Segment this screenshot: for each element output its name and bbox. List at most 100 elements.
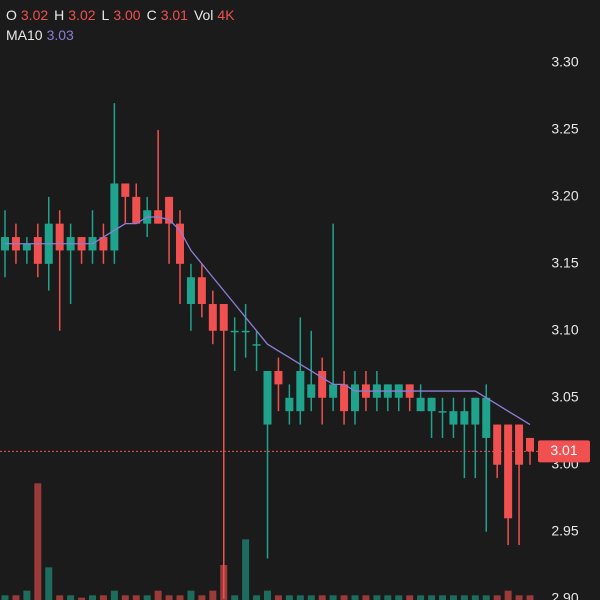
candle-body bbox=[165, 196, 174, 224]
volume-bar bbox=[165, 595, 173, 600]
volume-bar bbox=[23, 590, 31, 600]
volume-bar bbox=[187, 590, 195, 600]
y-tick-label: 3.20 bbox=[551, 188, 578, 204]
candle-body bbox=[515, 424, 524, 465]
header-value: 3.00 bbox=[113, 7, 140, 23]
candle-body bbox=[504, 424, 513, 519]
header-value: 4K bbox=[217, 7, 235, 23]
volume-bar bbox=[132, 595, 140, 600]
volume-bar bbox=[121, 595, 129, 600]
volume-bar bbox=[198, 595, 206, 600]
volume-bar bbox=[296, 595, 304, 600]
volume-bar bbox=[351, 595, 359, 600]
header-value: 3.02 bbox=[21, 7, 48, 23]
header-label: C bbox=[147, 7, 157, 23]
candle-body bbox=[449, 411, 458, 425]
candle-body bbox=[493, 424, 502, 465]
volume-bar bbox=[460, 595, 468, 600]
ohlc-header: O 3.02 H 3.02 L 3.00 C 3.01 Vol 4K bbox=[6, 7, 235, 23]
y-tick-label: 2.90 bbox=[551, 589, 578, 600]
volume-bar bbox=[34, 483, 42, 600]
header-label: Vol bbox=[194, 7, 213, 23]
header-label: O bbox=[6, 7, 17, 23]
volume-bar bbox=[12, 595, 20, 600]
candle-body bbox=[176, 223, 184, 264]
volume-bar bbox=[89, 595, 96, 600]
y-tick-label: 3.25 bbox=[551, 121, 578, 137]
volume-bar bbox=[253, 595, 261, 600]
y-tick-label: 2.95 bbox=[551, 522, 578, 538]
volume-bar bbox=[176, 595, 184, 600]
volume-bar bbox=[45, 567, 53, 600]
candle-body bbox=[263, 370, 272, 425]
volume-bar bbox=[406, 595, 414, 600]
candle-body bbox=[33, 237, 42, 264]
last-price-tag bbox=[538, 440, 590, 463]
ma-header: MA10 3.03 bbox=[6, 27, 74, 43]
volume-bar bbox=[67, 595, 75, 600]
candle-body bbox=[318, 370, 327, 398]
ma-value: 3.03 bbox=[47, 27, 74, 43]
y-tick-label: 3.05 bbox=[551, 388, 578, 404]
volume-bar bbox=[439, 595, 446, 600]
volume-bar bbox=[264, 590, 271, 600]
y-tick-label: 3.15 bbox=[551, 255, 578, 271]
volume-bar bbox=[209, 590, 217, 600]
volume-bar bbox=[78, 597, 86, 600]
volume-bar bbox=[99, 595, 107, 600]
candle-body bbox=[471, 397, 480, 425]
candle-body bbox=[427, 397, 436, 412]
candle-body bbox=[110, 183, 119, 251]
candle-body bbox=[329, 384, 338, 398]
volume-bar bbox=[449, 595, 457, 600]
volume-bar bbox=[231, 595, 239, 600]
volume-bar bbox=[515, 595, 523, 600]
y-tick-label: 3.10 bbox=[551, 322, 578, 338]
candle-body bbox=[460, 411, 469, 425]
ma-name: MA10 bbox=[6, 27, 43, 43]
candle-body bbox=[241, 330, 250, 333]
volume-bar bbox=[526, 595, 534, 600]
candle-body bbox=[340, 384, 349, 412]
candle-body bbox=[55, 223, 64, 251]
candle-body bbox=[351, 384, 359, 412]
candle-body bbox=[438, 411, 447, 413]
candle-body bbox=[526, 437, 534, 452]
volume-bar bbox=[1, 595, 9, 600]
volume-bar bbox=[143, 595, 151, 600]
volume-bar bbox=[154, 590, 162, 600]
volume-bar bbox=[373, 595, 381, 600]
volume-bar bbox=[318, 595, 326, 600]
volume-bar bbox=[384, 595, 392, 600]
volume-bar bbox=[471, 595, 479, 600]
candle-body bbox=[219, 304, 228, 331]
volume-bar bbox=[504, 590, 512, 600]
candle-body bbox=[416, 397, 425, 412]
volume-bar bbox=[482, 595, 490, 600]
candle-body bbox=[132, 196, 141, 224]
last-price-label: 3.01 bbox=[550, 442, 577, 458]
volume-bar bbox=[493, 595, 501, 600]
header-label: H bbox=[54, 7, 64, 23]
candle-body bbox=[99, 237, 108, 251]
volume-bar bbox=[417, 595, 425, 600]
volume-bar bbox=[307, 595, 315, 600]
ma-line bbox=[5, 216, 531, 426]
volume-bar bbox=[340, 595, 348, 600]
volume-bar bbox=[242, 539, 250, 600]
volume-bar bbox=[110, 590, 118, 600]
candle-body bbox=[208, 304, 217, 331]
volume-bar bbox=[274, 595, 282, 600]
candle-body bbox=[230, 330, 239, 333]
candle-body bbox=[186, 277, 195, 305]
candle-body bbox=[121, 183, 130, 197]
volume-bar bbox=[285, 595, 293, 600]
volume-bar bbox=[362, 595, 370, 600]
volume-bar bbox=[329, 595, 337, 600]
candle-body bbox=[274, 370, 283, 385]
candle-body bbox=[197, 277, 206, 305]
header-value: 3.02 bbox=[68, 7, 95, 23]
candle-body bbox=[285, 397, 294, 412]
candle-body bbox=[252, 344, 261, 346]
